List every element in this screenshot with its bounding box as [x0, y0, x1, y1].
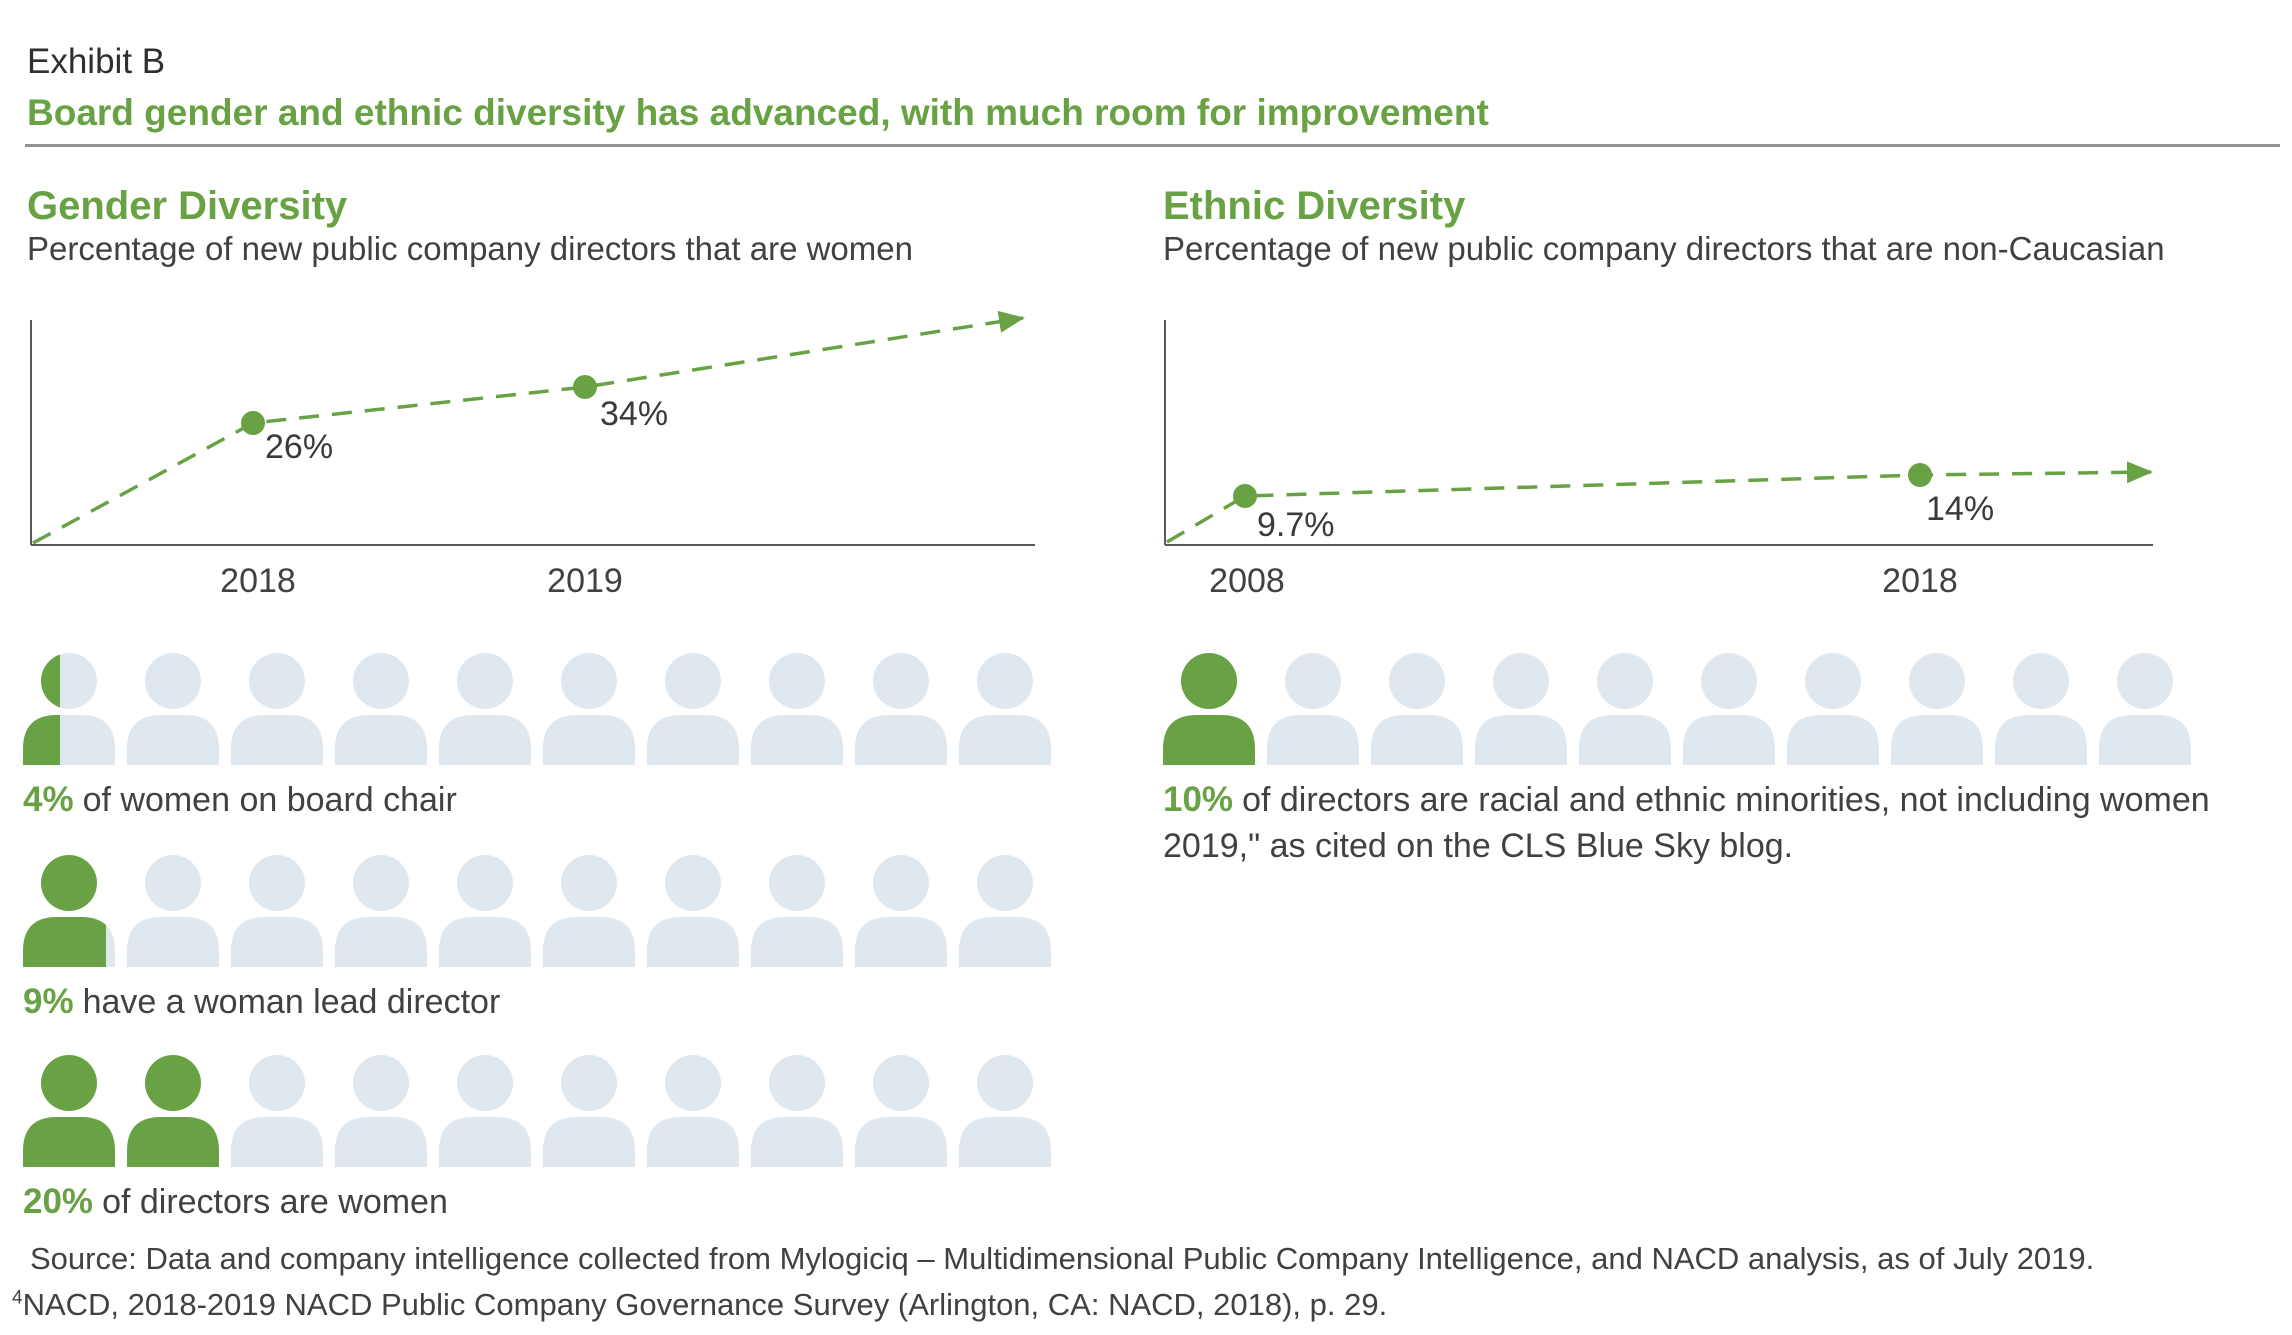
ethnic-section-heading: Ethnic Diversity [1163, 184, 1466, 228]
person-icon-filled-portion [23, 653, 60, 765]
person-icon [855, 1055, 947, 1167]
data-point-2018 [1908, 463, 1932, 487]
person-icon [439, 1055, 531, 1167]
person-icon [1683, 653, 1775, 765]
stat-percentage: 10% [1163, 780, 1234, 819]
person-icon [439, 855, 531, 967]
stat-percentage: 9% [23, 982, 74, 1021]
person-icon [855, 653, 947, 765]
stat-caption: 4% of women on board chair [23, 777, 457, 823]
person-icon [751, 855, 843, 967]
stat-caption: 10% of directors are racial and ethnic mi… [1163, 777, 2210, 869]
person-icon [1267, 653, 1359, 765]
person-icon-filled-portion [23, 1055, 115, 1167]
footnote: 4NACD, 2018-2019 NACD Public Company Gov… [12, 1287, 1388, 1322]
person-icon-filled-portion [23, 855, 106, 967]
gender-section-subtitle: Percentage of new public company directo… [27, 230, 913, 267]
pictograph-row-ethnic-minorities [1163, 653, 2191, 765]
data-label: 34% [600, 395, 669, 433]
ethnic-trend-chart: 9.7% 14% 2008 2018 [1163, 310, 2173, 610]
stat-percentage: 20% [23, 1182, 94, 1221]
gender-chart-plot [30, 310, 1035, 546]
person-icon [231, 1055, 323, 1167]
person-icon [647, 855, 739, 967]
person-icon [1371, 653, 1463, 765]
person-icon [2099, 653, 2191, 765]
person-icon [751, 1055, 843, 1167]
stat-caption: 20% of directors are women [23, 1179, 448, 1225]
person-icon [335, 855, 427, 967]
person-icon [1787, 653, 1879, 765]
stat-text: of directors are racial and ethnic minor… [1242, 781, 2210, 819]
data-point-2008 [1233, 484, 1257, 508]
person-icon [855, 855, 947, 967]
stat-text: have a woman lead director [82, 983, 501, 1021]
person-icon [127, 653, 219, 765]
person-icon [1579, 653, 1671, 765]
person-icon [335, 653, 427, 765]
ethnic-section-subtitle: Percentage of new public company directo… [1163, 230, 2165, 267]
person-icon [23, 1055, 115, 1167]
ethnic-chart-plot [1164, 320, 2153, 546]
person-icon [959, 1055, 1051, 1167]
person-icon [335, 1055, 427, 1167]
stat-percentage: 4% [23, 780, 74, 819]
person-icon [439, 653, 531, 765]
person-icon [1163, 653, 1255, 765]
person-icon [543, 653, 635, 765]
x-tick-label: 2008 [1209, 562, 1285, 600]
gender-trend-chart: 26% 34% 2018 2019 [23, 310, 1043, 610]
person-icon [543, 1055, 635, 1167]
data-point-2018 [241, 411, 265, 435]
stat-caption: 9% have a woman lead director [23, 979, 500, 1025]
exhibit-label: Exhibit B [27, 42, 166, 81]
person-icon [1995, 653, 2087, 765]
person-icon [23, 855, 115, 967]
page-title: Board gender and ethnic diversity has ad… [27, 92, 1489, 133]
data-label: 26% [265, 428, 334, 466]
stat-text: of women on board chair [82, 781, 457, 819]
pictograph-row-directors-women [23, 1055, 1051, 1167]
person-icon [127, 855, 219, 967]
x-tick-label: 2018 [1882, 562, 1958, 600]
header-divider [25, 144, 2280, 147]
person-icon [647, 1055, 739, 1167]
trend-line [32, 310, 1025, 545]
footnote-marker: 4 [12, 1287, 23, 1309]
person-icon [23, 653, 115, 765]
person-icon [959, 855, 1051, 967]
data-label: 9.7% [1257, 506, 1335, 544]
person-icon [127, 1055, 219, 1167]
stat-text-continued: 2019," as cited on the CLS Blue Sky blog… [1163, 827, 1794, 865]
person-icon [647, 653, 739, 765]
person-icon [1891, 653, 1983, 765]
person-icon [543, 855, 635, 967]
data-point-2019 [573, 375, 597, 399]
person-icon [959, 653, 1051, 765]
x-tick-label: 2018 [220, 562, 296, 600]
stat-text: of directors are women [102, 1183, 448, 1221]
person-icon-filled-portion [1163, 653, 1255, 765]
data-label: 14% [1926, 490, 1995, 528]
pictograph-row-lead-director [23, 855, 1051, 967]
source-note: Source: Data and company intelligence co… [30, 1241, 2095, 1276]
x-tick-label: 2019 [547, 562, 623, 600]
person-icon [231, 855, 323, 967]
person-icon [1475, 653, 1567, 765]
gender-section-heading: Gender Diversity [27, 184, 348, 228]
person-icon-filled-portion [127, 1055, 219, 1167]
trend-line [1166, 461, 2153, 544]
person-icon [231, 653, 323, 765]
pictograph-row-board-chair [23, 653, 1051, 765]
person-icon [751, 653, 843, 765]
